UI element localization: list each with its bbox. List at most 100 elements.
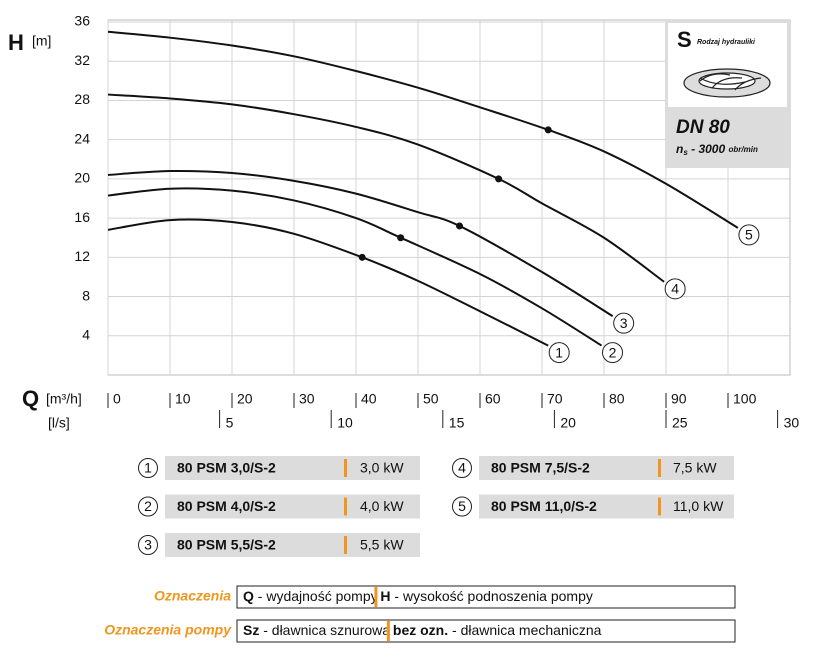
legend-power: 4,0 kW (360, 498, 404, 514)
info-letter: S (677, 27, 692, 52)
y-title: H (8, 30, 24, 55)
operating-point (544, 126, 552, 134)
operating-point (358, 253, 366, 261)
legend-box (165, 456, 420, 480)
note-t2: - wysokość podnoszenia pompy (391, 588, 593, 604)
legend-divider (658, 459, 661, 477)
legend-circle (138, 535, 158, 555)
legend-box (479, 456, 734, 480)
y-tick-label: 4 (82, 326, 90, 342)
note-title: Oznaczenia (154, 588, 231, 604)
legend-divider (658, 497, 661, 516)
legend-name: 80 PSM 11,0/S-2 (491, 498, 597, 514)
note-k2: bez ozn. (393, 622, 448, 638)
x2-unit: [l/s] (48, 415, 70, 431)
note-box (236, 585, 736, 609)
legend-label: 4 (458, 460, 466, 476)
x-tick-label: 30 (299, 391, 315, 407)
curve-label-circle (613, 312, 635, 334)
y-tick-label: 8 (82, 287, 90, 303)
legend-label: 3 (144, 537, 152, 553)
note-t2: - dławnica mechaniczna (448, 622, 602, 638)
legend-divider (344, 497, 347, 516)
note-text: Sz - dławnica sznurowa bez ozn. - dławni… (243, 622, 602, 638)
pump-curve (107, 187, 603, 347)
curve-label: 4 (671, 281, 679, 297)
x-tick-label: 70 (547, 391, 563, 407)
info-speed-value: - 3000 (688, 142, 729, 156)
y-tick-label: 12 (74, 248, 90, 264)
pump-curve (107, 30, 739, 229)
info-dn: DN 80 (676, 117, 730, 138)
pump-curve (107, 169, 614, 318)
curve-label-circle (602, 342, 624, 364)
legend-label: 1 (144, 460, 152, 476)
x-tick-label: 20 (237, 391, 253, 407)
legend-power: 11,0 kW (673, 498, 724, 514)
y-tick-label: 28 (74, 91, 90, 107)
legend-name: 80 PSM 4,0/S-2 (177, 498, 276, 514)
operating-point (495, 175, 503, 183)
legend-circle (138, 458, 158, 478)
legend-power: 5,5 kW (360, 537, 404, 553)
x-tick-label: 100 (733, 391, 757, 407)
curve-label-circle (738, 224, 760, 246)
curve-label: 5 (745, 227, 753, 243)
x2-tick-label: 20 (560, 415, 576, 431)
note-t1: - dławnica sznurowa (259, 622, 390, 638)
x-tick-label: 0 (113, 391, 121, 407)
curve-label: 3 (620, 315, 628, 331)
curve-label: 1 (555, 344, 563, 360)
info-caption: Rodzaj hydrauliki (697, 39, 756, 46)
x-unit: [m³/h] (46, 391, 82, 407)
info-speed: ns - 3000 obr/min (676, 142, 758, 157)
legend-label: 5 (458, 498, 466, 514)
y-unit: [m] (32, 33, 51, 49)
note-k1: Sz (243, 622, 259, 638)
curve-label: 2 (609, 344, 617, 360)
x2-tick-label: 10 (337, 415, 353, 431)
note-text: Q - wydajność pompy H - wysokość podnosz… (243, 588, 593, 604)
legend-box (479, 494, 734, 519)
x2-tick-label: 5 (226, 415, 234, 431)
y-tick-label: 32 (74, 52, 90, 68)
x-tick-label: 80 (609, 391, 625, 407)
y-tick-label: 16 (74, 209, 90, 225)
impeller-icon (683, 68, 771, 98)
note-divider-bar (386, 621, 390, 641)
x-tick-label: 50 (423, 391, 439, 407)
legend-label: 2 (144, 498, 152, 514)
legend-name: 80 PSM 5,5/S-2 (177, 537, 276, 553)
legend-power: 7,5 kW (673, 460, 717, 476)
note-divider-bar (374, 587, 378, 607)
curve-label-circle (664, 278, 686, 300)
note-title: Oznaczenia pompy (104, 622, 232, 638)
note-k1: Q (243, 588, 254, 604)
legend-divider (344, 459, 347, 477)
x-tick-label: 10 (175, 391, 191, 407)
y-tick-label: 24 (74, 130, 90, 146)
note-t1: - wydajność pompy (254, 588, 378, 604)
legend-circle (452, 458, 472, 478)
pump-curve (107, 93, 665, 283)
note-k2: H (380, 588, 390, 604)
x2-tick-label: 25 (672, 415, 688, 431)
y-tick-label: 20 (74, 170, 90, 186)
x-tick-label: 40 (361, 391, 377, 407)
curve-label-circle (548, 342, 570, 364)
x-tick-label: 90 (671, 391, 687, 407)
info-n-sub: s (683, 148, 688, 157)
legend-circle (452, 496, 472, 517)
legend-box (165, 533, 420, 557)
legend-power: 3,0 kW (360, 460, 404, 476)
operating-point (456, 222, 464, 230)
y-tick-label: 36 (74, 13, 90, 29)
operating-point (397, 234, 405, 242)
legend-name: 80 PSM 7,5/S-2 (491, 460, 590, 476)
info-n: n (676, 142, 683, 156)
pump-curve (107, 218, 549, 347)
note-box (236, 619, 736, 643)
legend-circle (138, 496, 158, 517)
x2-tick-label: 15 (449, 415, 465, 431)
legend-box (165, 494, 420, 519)
